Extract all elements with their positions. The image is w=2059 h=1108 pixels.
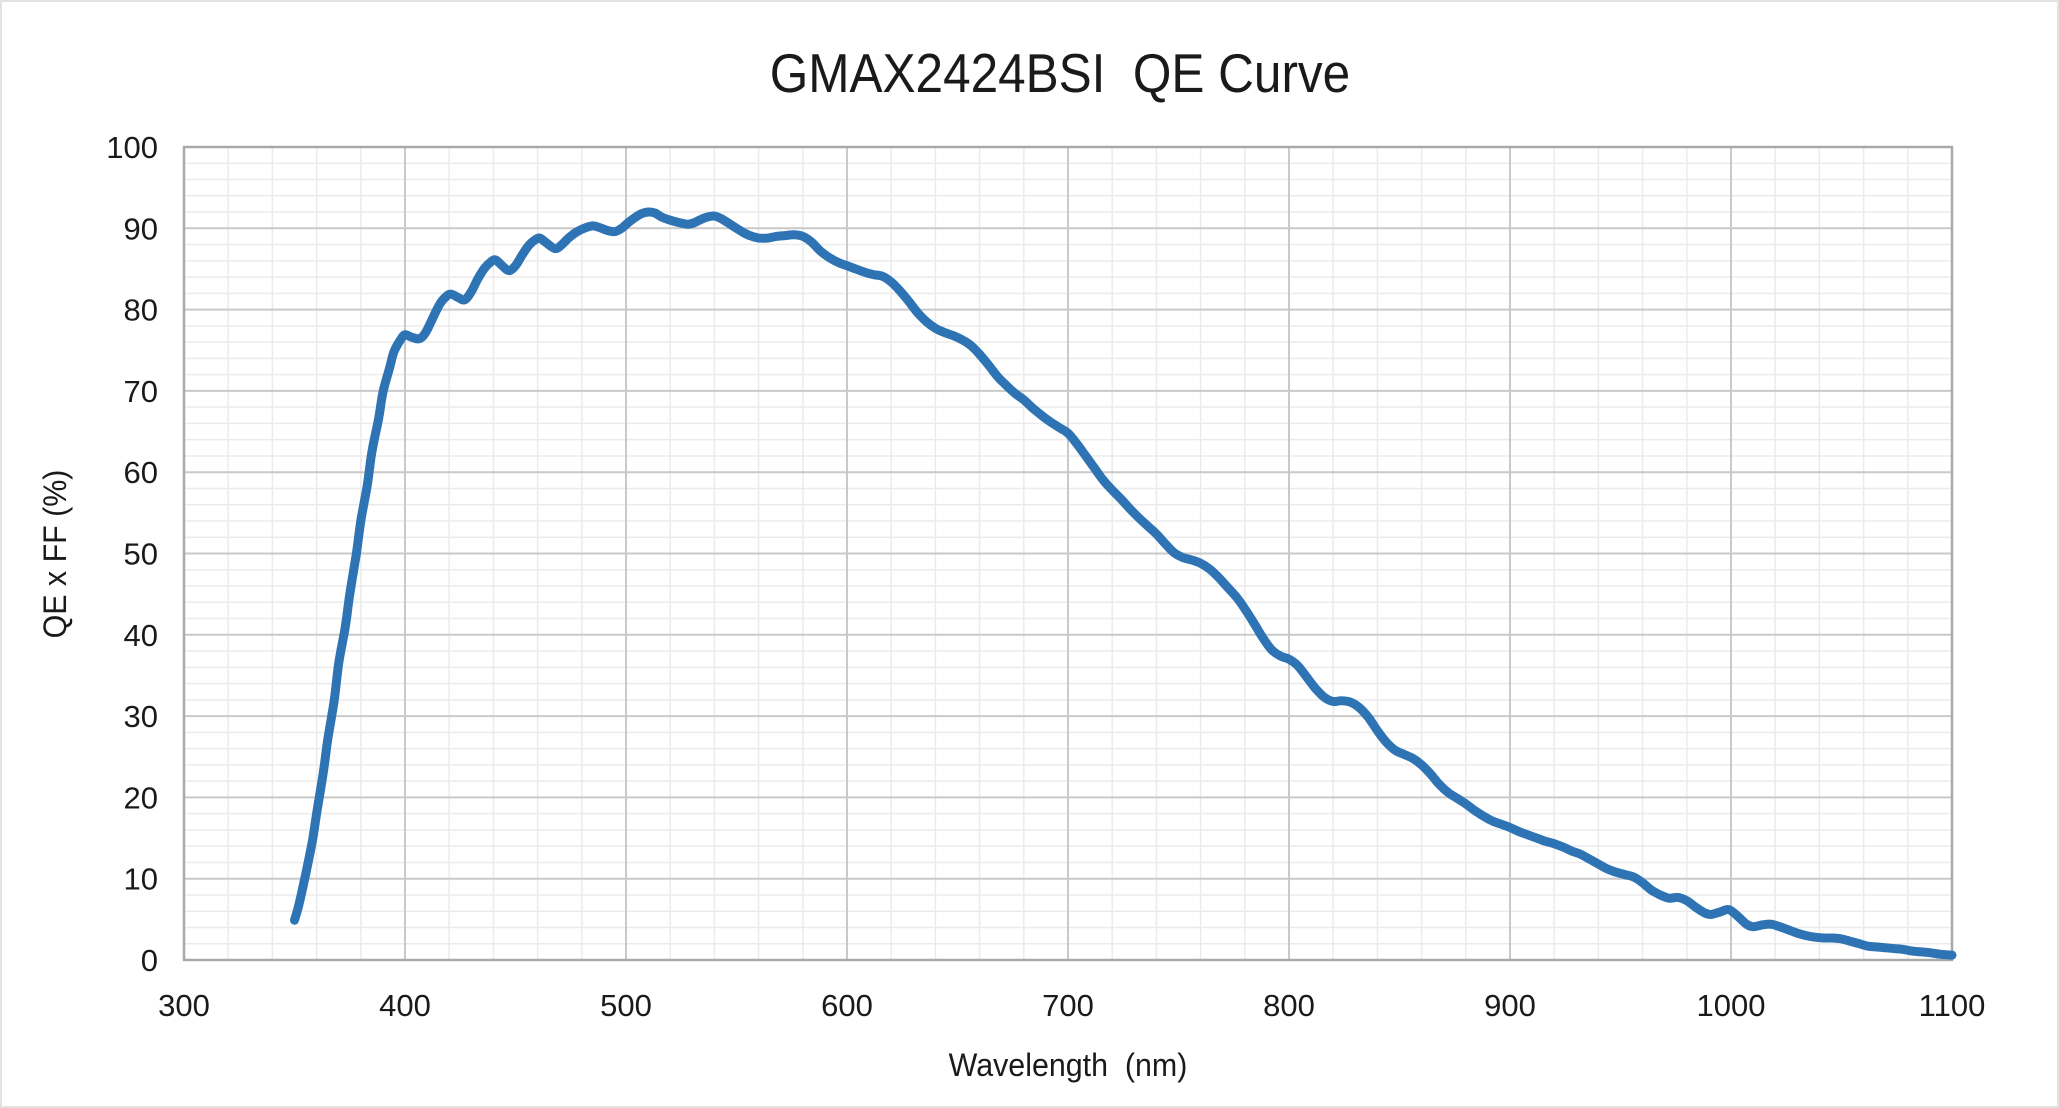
- y-axis-title: QE x FF (%): [37, 470, 73, 639]
- y-tick-label: 10: [124, 862, 158, 897]
- y-tick-label: 90: [124, 211, 158, 246]
- x-tick-label: 300: [158, 988, 210, 1023]
- y-tick-label: 100: [106, 130, 158, 165]
- x-tick-label: 900: [1484, 988, 1536, 1023]
- y-tick-label: 20: [124, 780, 158, 815]
- x-tick-label: 1000: [1697, 988, 1766, 1023]
- x-tick-label: 1100: [1919, 988, 1986, 1023]
- x-tick-label: 800: [1263, 988, 1315, 1023]
- y-tick-label: 50: [124, 537, 158, 572]
- y-axis-tick-labels: 0 10 20 30 40 50 60 70 80 90 100: [106, 130, 158, 978]
- x-tick-label: 400: [379, 988, 431, 1023]
- y-tick-label: 60: [124, 455, 158, 490]
- qe-curve-line: [290, 207, 1957, 960]
- y-tick-label: 80: [124, 293, 158, 328]
- x-axis-tick-labels: 300 400 500 600 700 800 900 1000 1100: [158, 988, 1985, 1023]
- x-axis-title: Wavelength (nm): [949, 1047, 1188, 1083]
- major-gridlines: [184, 147, 1952, 960]
- y-tick-label: 30: [124, 699, 158, 734]
- plot-border: [182, 145, 1954, 962]
- y-tick-label: 40: [124, 618, 158, 653]
- y-tick-label: 0: [141, 943, 158, 978]
- chart-title: GMAX2424BSI QE Curve: [770, 44, 1350, 105]
- x-tick-label: 500: [600, 988, 652, 1023]
- x-tick-label: 600: [821, 988, 873, 1023]
- x-tick-label: 700: [1042, 988, 1094, 1023]
- y-tick-label: 70: [124, 374, 158, 409]
